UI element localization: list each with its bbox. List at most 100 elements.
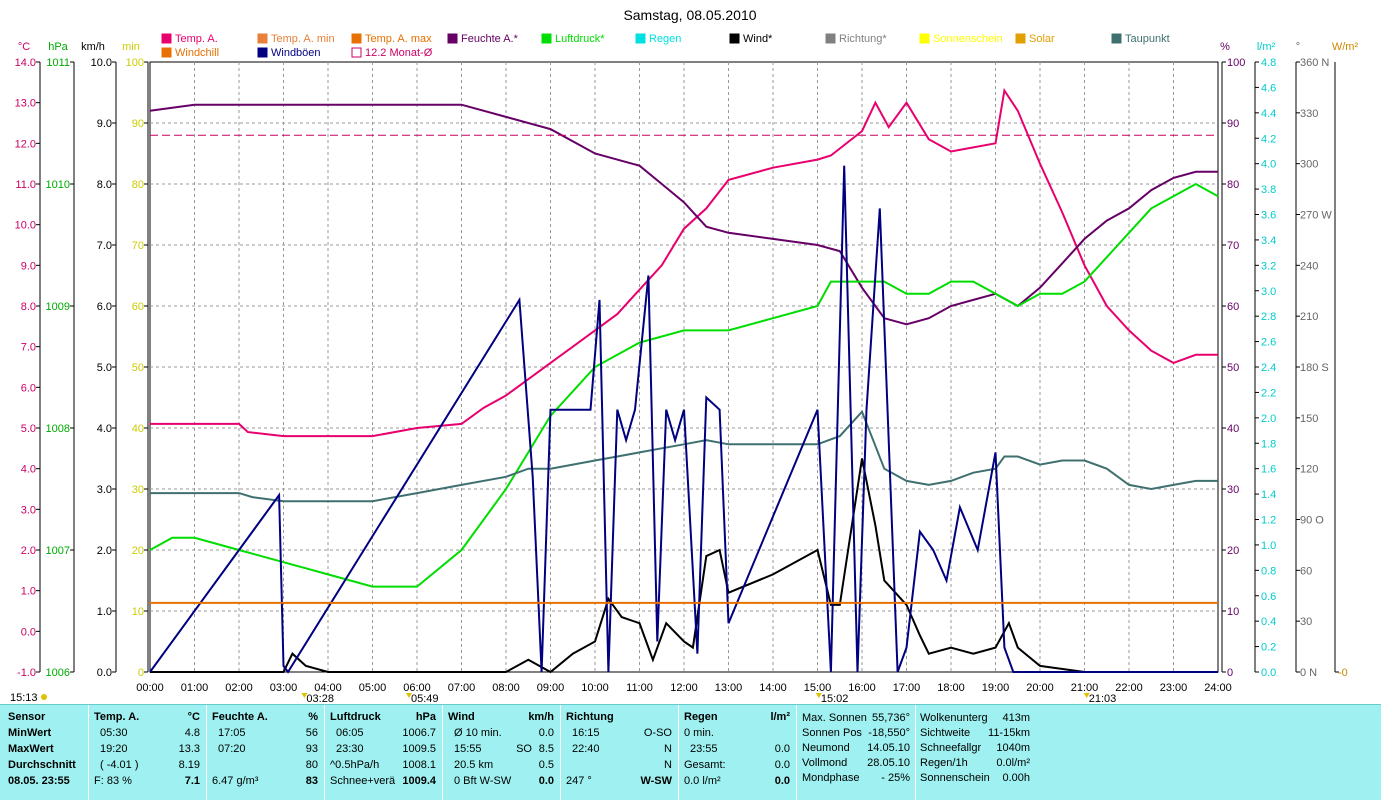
pressure-min-time: 06:05: [336, 727, 364, 739]
pressure-max-time: 23:30: [336, 743, 364, 755]
y-tick-label: 90 O: [1300, 515, 1324, 527]
legend-label: Windböen: [271, 47, 321, 59]
y-tick-label: 70: [1227, 240, 1239, 252]
y-tick-label: 0: [1227, 667, 1233, 679]
pressure-trend: ^0.5hPa/h: [330, 759, 380, 771]
y-tick-label: 4.2: [1261, 133, 1276, 145]
rain-column: Regen l/m² 0 min. 23:55 0.0 Gesamt: 0.0 0.0…: [684, 709, 790, 789]
legend-swatch: [825, 33, 836, 44]
y-tick-label: 3.4: [1261, 235, 1276, 247]
legend-swatch: [257, 33, 268, 44]
x-tick-label: 12:00: [670, 682, 698, 694]
humidity-max-value: 93: [305, 743, 318, 755]
x-tick-label: 03:00: [270, 682, 298, 694]
sun-icon: [41, 694, 47, 700]
y-tick-label: 2.8: [1261, 311, 1276, 323]
y-tick-label: 3.0: [21, 504, 36, 516]
x-tick-label: 20:00: [1026, 682, 1054, 694]
cloud-label: Sichtweite: [920, 727, 971, 739]
legend-swatch: [447, 33, 458, 44]
humidity-max-time: 07:20: [218, 743, 246, 755]
y-tick-label: 90: [1227, 118, 1239, 130]
x-tick-label: 16:00: [848, 682, 876, 694]
direction-value: N: [664, 759, 672, 771]
cloud-value: 0.0l/m²: [996, 757, 1030, 769]
legend-label: Taupunkt: [1125, 33, 1170, 45]
sun-marker-label: 05:49: [411, 693, 439, 704]
temp-unit: °C: [187, 711, 200, 723]
temp-max-value: 13.3: [178, 743, 200, 755]
temp-column: Temp. A. °C 05:30 4.8 19:20 13.3 ( -4.01 ) 8…: [94, 709, 200, 789]
x-tick-label: 15:00: [804, 682, 832, 694]
humidity-current-value: 83: [305, 775, 318, 787]
y-axis-unit: °C: [18, 41, 30, 53]
x-tick-label: 09:00: [537, 682, 565, 694]
sensor-column: Sensor MinWert MaxWert Durchschnitt 08.0…: [8, 709, 86, 789]
wind-max-value: 8.5: [538, 743, 554, 755]
y-tick-label: 0: [138, 667, 144, 679]
y-tick-label: 3.0: [1261, 286, 1276, 298]
y-tick-label: 1006: [46, 667, 70, 679]
x-tick-label: 17:00: [893, 682, 921, 694]
y-tick-label: 0.8: [1261, 565, 1276, 577]
y-tick-label: 20: [132, 545, 144, 557]
y-tick-label: 8.0: [97, 179, 112, 191]
wind-avg-value: 0.0: [538, 727, 554, 739]
legend-swatch: [161, 47, 172, 58]
y-tick-label: 1.8: [1261, 438, 1276, 450]
humidity-column: Feuchte A.% 17:05 56 07:20 93 80 6.47 g/m³…: [212, 709, 318, 789]
y-tick-label: 10: [1227, 606, 1239, 618]
y-tick-label: 4.0: [1261, 159, 1276, 171]
rain-duration: 0 min.: [684, 727, 714, 739]
y-tick-label: 13.0: [15, 98, 36, 110]
sun-marker-label: 21:03: [1089, 693, 1117, 704]
sensor-row: MinWert: [8, 727, 52, 739]
y-tick-label: 6.0: [21, 382, 36, 394]
x-tick-label: 11:00: [626, 682, 653, 694]
y-tick-label: 1011: [46, 57, 70, 69]
moon-label: Vollmond: [802, 757, 848, 769]
y-tick-label: 0.4: [1261, 616, 1276, 628]
y-tick-label: 210: [1300, 311, 1318, 323]
y-tick-label: 2.2: [1261, 387, 1276, 399]
humidity-header: Feuchte A.: [212, 711, 268, 723]
legend-label: 12.2 Monat-Ø: [365, 47, 433, 59]
sensor-row: MaxWert: [8, 743, 54, 755]
y-tick-label: 100: [1227, 57, 1245, 69]
moon-label: Mondphase: [802, 772, 860, 784]
temp-avg-note: ( -4.01 ): [100, 759, 139, 771]
x-tick-label: 07:00: [448, 682, 476, 694]
humidity-min-time: 17:05: [218, 727, 246, 739]
y-tick-label: 70: [132, 240, 144, 252]
cloud-label: Regen/1h: [920, 757, 968, 769]
series-line: [150, 87, 1218, 438]
y-tick-label: 50: [132, 362, 144, 374]
legend-swatch: [351, 33, 362, 44]
y-tick-label: 50: [1227, 362, 1239, 374]
y-tick-label: 4.0: [21, 464, 36, 476]
x-tick-label: 01:00: [181, 682, 209, 694]
pressure-header: Luftdruck: [330, 711, 381, 723]
y-tick-label: 2.0: [21, 545, 36, 557]
y-tick-label: 4.4: [1261, 108, 1276, 120]
humidity-min-value: 56: [305, 727, 318, 739]
y-tick-label: 3.0: [97, 484, 112, 496]
legend-swatch: [351, 47, 362, 58]
legend-swatch: [1015, 33, 1026, 44]
y-tick-label: 330: [1300, 108, 1318, 120]
series-line: [149, 103, 1218, 326]
y-tick-label: 2.4: [1261, 362, 1276, 374]
y-tick-label: 14.0: [15, 57, 36, 69]
y-tick-label: 12.0: [15, 138, 36, 150]
y-tick-label: 1008: [46, 423, 70, 435]
cloud-label: Sonnenschein: [920, 772, 990, 784]
rain-current-value: 0.0: [774, 775, 790, 787]
y-tick-label: 60: [1227, 301, 1239, 313]
x-tick-label: 14:00: [759, 682, 787, 694]
y-tick-label: 9.0: [21, 260, 36, 272]
y-tick-label: 8.0: [21, 301, 36, 313]
pressure-column: Luftdruck hPa 06:05 1006.7 23:30 1009.5 ^0.…: [330, 709, 436, 789]
y-axis-unit: km/h: [81, 41, 105, 53]
rain-unit: l/m²: [770, 711, 790, 723]
y-tick-label: 10: [132, 606, 144, 618]
